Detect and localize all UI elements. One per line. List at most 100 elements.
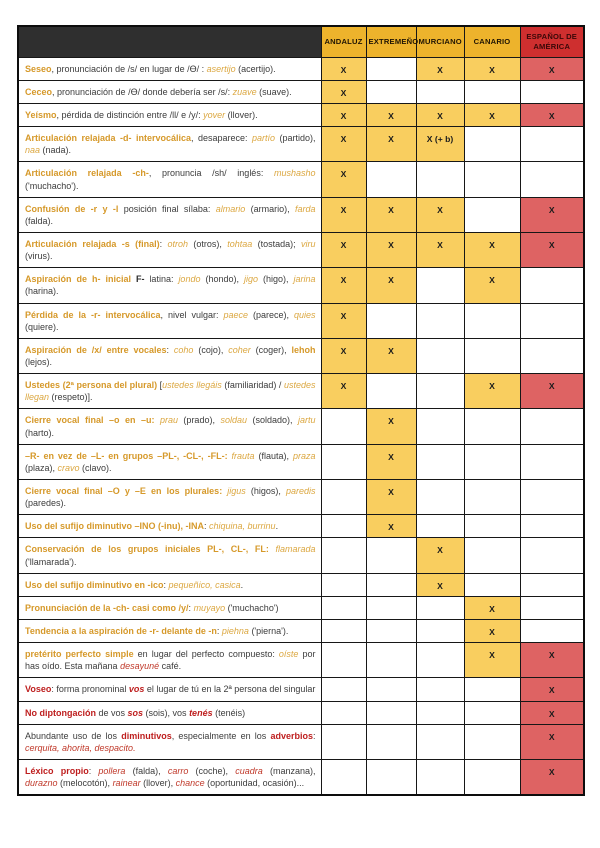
mark-cell-empty	[365, 373, 417, 410]
table-row: Aspiración de h- inicial F- latina: jond…	[17, 267, 585, 304]
text-segment: Tendencia a la aspiración de -r- delante…	[25, 625, 217, 636]
feature-description: Articulación relajada -s (final): otroh …	[17, 231, 322, 269]
mark-cell-empty	[415, 723, 465, 760]
mark-cell-x: X	[365, 408, 417, 445]
table-row: Pronunciación de la -ch- casi como /y/: …	[17, 595, 585, 620]
mark-cell-x: X	[320, 373, 367, 410]
text-segment: adverbios	[270, 730, 313, 741]
mark-cell-empty	[463, 443, 521, 480]
text-segment: , pérdida de distinción entre /ll/ e /y/…	[56, 110, 204, 120]
text-segment: Léxico propio	[25, 765, 89, 776]
mark-cell-x: X	[365, 514, 417, 539]
mark-cell-empty	[415, 700, 465, 725]
text-segment: :	[312, 730, 316, 741]
text-segment: latina:	[144, 274, 179, 285]
mark-cell-x: X	[365, 196, 417, 233]
text-segment: partío	[251, 133, 275, 144]
text-segment: Pérdida de la -r- intervocálica	[25, 309, 161, 320]
mark-cell-x: X	[463, 618, 521, 644]
text-segment: Cierre vocal final –O y –E en los plural…	[25, 485, 223, 496]
mark-cell-empty	[320, 514, 367, 539]
text-segment: (quiere).	[25, 321, 59, 332]
mark-cell-empty	[415, 267, 465, 304]
mark-cell-empty	[415, 595, 465, 620]
text-segment: coher	[228, 344, 251, 355]
mark-cell-empty	[415, 618, 465, 644]
mark-cell-x: X	[415, 196, 465, 233]
text-segment: asertijo	[206, 63, 236, 74]
text-segment: ustedes llegan	[25, 380, 316, 403]
text-segment: frauta	[231, 450, 255, 461]
mark-cell-empty	[415, 302, 465, 339]
mark-cell-x: X	[415, 572, 465, 597]
text-segment: (prado),	[177, 415, 221, 426]
text-segment: viru	[300, 238, 316, 249]
text-segment: posición final sílaba:	[118, 203, 216, 214]
mark-cell-empty	[463, 161, 521, 198]
mark-cell-x: X	[320, 267, 367, 304]
text-segment: Ceceo	[25, 86, 53, 97]
table-row: Cierre vocal final –o en –u: prau (prado…	[17, 408, 585, 445]
mark-cell-empty	[365, 723, 417, 760]
text-segment: coho	[173, 344, 194, 355]
mark-cell-empty	[519, 443, 585, 480]
mark-cell-empty	[519, 302, 585, 339]
column-header-extremeno: EXTREMEÑO	[365, 25, 418, 58]
mark-cell-x: X	[463, 56, 521, 81]
text-segment: cravo	[57, 462, 80, 473]
mark-cell-x: X	[320, 161, 367, 198]
text-segment: pequeñico, casica	[168, 579, 241, 590]
feature-description: Uso del sufijo diminutivo –INO (-inu), -…	[17, 514, 322, 539]
header-row: ANDALUZ EXTREMEÑO MURCIANO CANARIO ESPAÑ…	[17, 25, 585, 58]
text-segment: Aspiración de /x/ entre vocales	[25, 344, 167, 355]
mark-cell-empty	[519, 408, 585, 445]
table-row: Aspiración de /x/ entre vocales: coho (c…	[17, 337, 585, 375]
feature-description: Articulación relajada -ch-, pronuncia /s…	[17, 161, 322, 198]
mark-cell-empty	[463, 514, 521, 539]
mark-cell-empty	[415, 373, 465, 410]
text-segment: cerquita, ahorita, despacito.	[25, 742, 136, 753]
text-segment: café.	[159, 661, 182, 672]
mark-cell-x: X	[463, 642, 521, 679]
mark-cell-empty	[463, 126, 521, 163]
text-segment: pretérito perfecto simple	[25, 649, 134, 660]
text-segment: (harina).	[25, 286, 59, 297]
mark-cell-empty	[415, 161, 465, 198]
mark-cell-empty	[365, 79, 417, 105]
mark-cell-empty	[463, 677, 521, 702]
text-segment: (paredes).	[25, 498, 67, 509]
table-row: Articulación relajada -d- intervocálica,…	[17, 126, 585, 163]
feature-description: Abundante uso de los diminutivos, especi…	[17, 723, 322, 760]
text-segment: (coche),	[188, 765, 236, 776]
text-segment: desayuné	[120, 661, 160, 672]
text-segment: , desaparece:	[190, 133, 252, 144]
mark-cell-empty	[415, 79, 465, 105]
text-segment: , pronunciación de /Ɵ/ donde debería ser…	[52, 86, 233, 97]
text-segment: –R- en vez de –L- en grupos –PL-, -CL-, …	[25, 450, 228, 461]
text-segment: (melocotón),	[57, 778, 113, 789]
mark-cell-x: X	[519, 196, 585, 233]
text-segment: (armario),	[245, 203, 295, 214]
mark-cell-empty	[320, 478, 367, 516]
text-segment: :	[88, 765, 99, 776]
text-segment: Conservación de los grupos iniciales PL-…	[25, 544, 269, 555]
mark-cell-x: X	[415, 231, 465, 269]
text-segment: mushasho	[273, 168, 316, 179]
table-row: Abundante uso de los diminutivos, especi…	[17, 723, 585, 760]
text-segment: jondo	[178, 274, 201, 285]
text-segment: Cierre vocal final –o en –u:	[25, 415, 155, 426]
mark-cell-empty	[415, 514, 465, 539]
text-segment: de vos	[96, 707, 128, 718]
text-segment: Articulación relajada -d- intervocálica	[25, 133, 191, 144]
feature-description: Seseo, pronunciación de /s/ en lugar de …	[17, 56, 322, 81]
text-segment: (falda),	[125, 765, 168, 776]
text-segment: (soldado),	[246, 415, 298, 426]
mark-cell-x: X	[320, 126, 367, 163]
feature-description: Pérdida de la -r- intervocálica, nivel v…	[17, 302, 322, 339]
text-segment: jigus	[227, 485, 246, 496]
mark-cell-x: X	[519, 56, 585, 81]
mark-cell-x: X	[320, 337, 367, 375]
mark-cell-empty	[365, 537, 417, 574]
mark-cell-x: X	[519, 102, 585, 128]
mark-cell-x: X	[365, 102, 417, 128]
